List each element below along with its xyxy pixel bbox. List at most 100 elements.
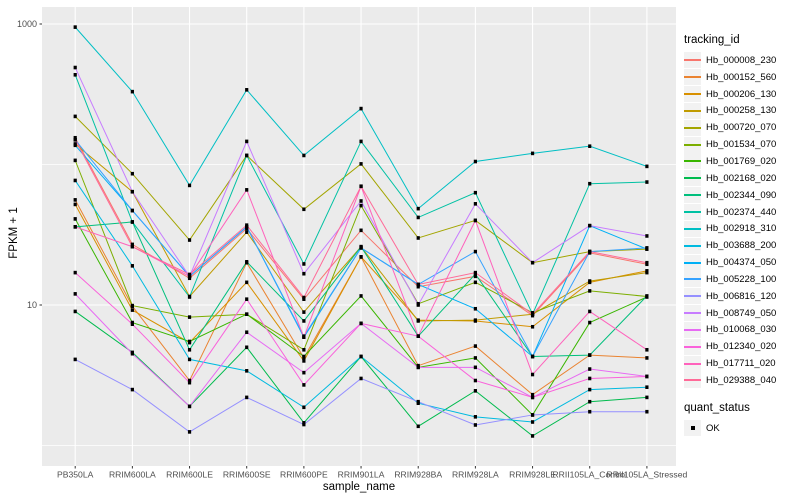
data-point (73, 270, 77, 275)
legend-item: Hb_001769_020 (684, 153, 798, 170)
x-tick-label: RRIM600PE (280, 470, 328, 480)
data-point (245, 395, 249, 400)
data-point (359, 376, 363, 381)
legend-item-label: Hb_002168_020 (706, 172, 777, 184)
data-point (645, 294, 649, 298)
data-point (187, 183, 192, 188)
data-point (359, 354, 363, 359)
legend-item-label: Hb_012340_020 (706, 341, 777, 353)
data-point (187, 430, 192, 434)
data-point (645, 180, 649, 184)
data-point (359, 294, 363, 298)
legend-item: Hb_005228_100 (684, 271, 798, 288)
legend-item: OK (684, 420, 798, 437)
series-color-line-icon (684, 261, 701, 264)
data-point (245, 153, 249, 158)
data-point (588, 387, 592, 392)
data-point (473, 365, 477, 370)
data-point (645, 356, 649, 360)
legend-item: Hb_002918_310 (684, 220, 798, 237)
data-point (530, 420, 535, 424)
data-point (359, 162, 363, 166)
series-color-line-icon (684, 312, 701, 315)
data-point (130, 220, 134, 224)
legend-key-swatch (684, 305, 701, 322)
legend-key-swatch (684, 153, 701, 170)
data-point (245, 330, 249, 335)
data-point (245, 280, 249, 285)
legend-item-label: Hb_001534_070 (706, 139, 777, 151)
legend-item-label: Hb_010068_030 (706, 324, 777, 336)
x-tick-label: RRIM928LA (452, 470, 499, 480)
x-tick-label: PB350LA (57, 470, 94, 480)
y-tick-label: 10 (27, 300, 37, 310)
series-color-line-icon (684, 362, 701, 365)
data-point (473, 190, 477, 195)
series-color-line-icon (684, 211, 701, 214)
x-axis-title: sample_name (322, 481, 396, 493)
data-point (473, 306, 477, 311)
data-point (416, 319, 420, 323)
series-color-line-icon (684, 160, 701, 163)
data-point (359, 184, 363, 189)
legend-key-swatch (684, 321, 701, 338)
legend-item: Hb_000206_130 (684, 86, 798, 103)
data-point (473, 218, 477, 223)
data-point (359, 199, 363, 203)
data-point (530, 395, 535, 400)
data-point (73, 217, 77, 221)
legend-item-label: Hb_000152_560 (706, 71, 777, 83)
x-tick-label: RRIM600SE (223, 470, 271, 480)
data-point (645, 234, 649, 238)
data-point (302, 335, 306, 339)
data-point (530, 434, 535, 438)
data-point (588, 181, 592, 186)
x-tick-label: RRIM901LA (338, 470, 385, 480)
legend-item-label: Hb_000008_230 (706, 54, 777, 66)
data-point (187, 315, 192, 319)
data-point (416, 284, 420, 289)
data-point (187, 295, 192, 299)
series-color-line-icon (684, 295, 701, 298)
data-point (130, 322, 134, 327)
data-point (245, 297, 249, 301)
data-point (473, 270, 477, 275)
data-point (588, 249, 592, 254)
data-point (302, 295, 306, 300)
data-point (530, 151, 535, 156)
legend-item: Hb_002344_090 (684, 187, 798, 204)
legend-item-label: Hb_003688_200 (706, 240, 777, 252)
data-point (187, 347, 192, 352)
legend-key-swatch (684, 136, 701, 153)
x-tick-label: RRII105LA_Control (552, 470, 627, 480)
data-point (187, 274, 192, 279)
legend-key-swatch (684, 52, 701, 69)
data-point (245, 188, 249, 192)
data-point (473, 415, 477, 419)
legend-item-label: Hb_001769_020 (706, 155, 777, 167)
data-point (645, 374, 649, 379)
data-point (416, 424, 420, 429)
data-point (187, 339, 192, 344)
data-point (473, 344, 477, 348)
data-point (416, 334, 420, 338)
legend-key-swatch (684, 204, 701, 221)
data-point (73, 135, 77, 140)
x-tick-label: RRIM928LE (509, 470, 556, 480)
data-point (359, 139, 363, 144)
legend-item-label: Hb_004374_050 (706, 257, 777, 269)
data-point (473, 389, 477, 393)
legend-item: Hb_003688_200 (684, 237, 798, 254)
legend-item-label: Hb_006816_120 (706, 290, 777, 302)
data-point (473, 378, 477, 383)
series-color-line-icon (684, 59, 701, 62)
series-color-line-icon (684, 126, 701, 129)
data-point (130, 308, 134, 312)
data-point (588, 289, 592, 293)
data-point (588, 399, 592, 404)
data-point (187, 238, 192, 242)
data-point (530, 260, 535, 265)
panel-background (42, 7, 676, 466)
data-point (302, 262, 306, 266)
